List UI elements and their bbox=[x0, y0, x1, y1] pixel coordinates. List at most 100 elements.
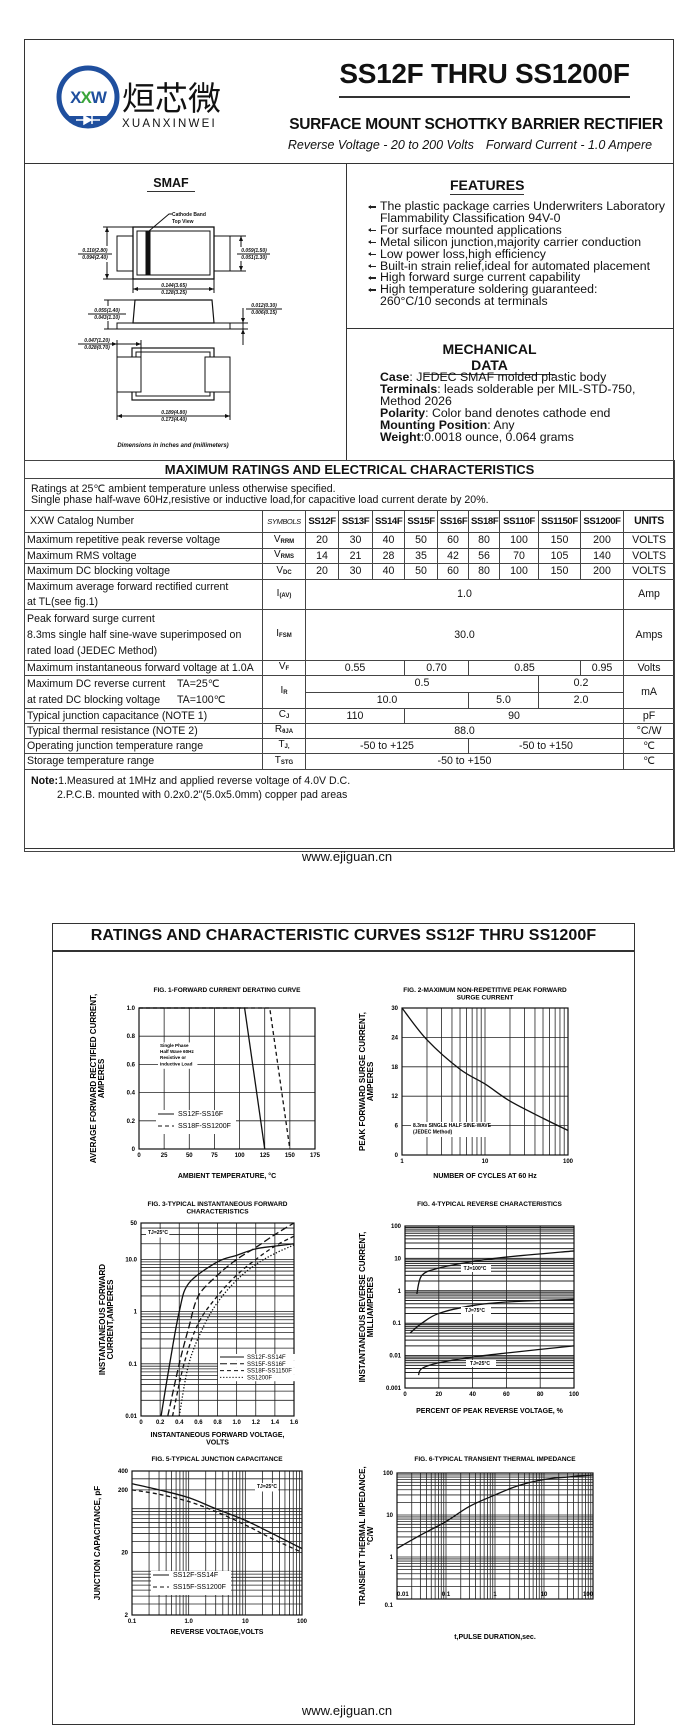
symbol-cell: IR bbox=[262, 675, 306, 709]
unit-cell: Volts bbox=[622, 660, 676, 676]
y-axis-label: CURRENT,AMPERES bbox=[106, 1279, 115, 1360]
y-axis-label: AMPERES bbox=[366, 1061, 375, 1101]
unit-cell: VOLTS bbox=[622, 548, 676, 564]
product-title: SS12F THRU SS1200F bbox=[339, 58, 630, 89]
datasheet-page-2 bbox=[52, 923, 635, 1725]
table-row: Typical thermal resistance (NOTE 2) RθJA… bbox=[24, 723, 676, 739]
y-tick-label: 100 bbox=[391, 1224, 402, 1230]
y-tick-label: 10.0 bbox=[125, 1257, 137, 1263]
legend-bg bbox=[218, 1360, 308, 1368]
value-cell: 56 bbox=[468, 548, 500, 564]
product-spec: Reverse Voltage - 20 to 200 Volts Forward… bbox=[280, 138, 660, 152]
feature-item: High temperature soldering guaranteed: 2… bbox=[366, 283, 671, 308]
mechanical-title: MECHANICAL DATA bbox=[424, 341, 555, 375]
value-cell: 1.0 bbox=[305, 579, 624, 610]
y-tick-label: 0 bbox=[395, 1153, 399, 1159]
dim-label: 0.055(1.40) bbox=[94, 308, 120, 314]
x-tick-label: 10 bbox=[482, 1159, 489, 1165]
x-tick-label: 0.6 bbox=[194, 1420, 203, 1426]
unit-cell: pF bbox=[622, 708, 676, 724]
footer-website[interactable]: www.ejiguan.cn bbox=[301, 1703, 393, 1718]
symbol-cell: VRMS bbox=[262, 548, 306, 564]
value-cell: 90 bbox=[404, 708, 624, 724]
x-tick-label: 100 bbox=[583, 1592, 594, 1598]
y-axis-label: INSTANTANEOUS REVERSE CURRENT, bbox=[358, 1232, 367, 1383]
table-row: Peak forward surge current 8.3ms single … bbox=[24, 609, 676, 661]
series-line bbox=[139, 1007, 291, 1150]
x-tick-label: 0.2 bbox=[156, 1420, 165, 1426]
y-axis-label: INSTANTANEOUS FORWARD bbox=[98, 1264, 107, 1375]
legend-label: SS18F-SS1200F bbox=[178, 1123, 231, 1130]
feature-item: Low power loss,high efficiency bbox=[366, 248, 671, 261]
value-cell: 28 bbox=[372, 548, 405, 564]
dim-label: 0.043(1.10) bbox=[94, 315, 120, 321]
value-cell: 10.0 bbox=[305, 691, 469, 709]
unit-cell: °C/W bbox=[622, 723, 676, 739]
param-cell: Maximum DC reverse current TA=25℃ at rate… bbox=[24, 675, 263, 709]
value-cell: 14 bbox=[305, 548, 339, 564]
value-cell: 30 bbox=[338, 563, 373, 580]
feature-item: The plastic package carries Underwriters… bbox=[366, 200, 671, 225]
legend-bg bbox=[218, 1374, 308, 1382]
value-cell: -50 to +150 bbox=[305, 753, 624, 770]
annotation-bg bbox=[411, 1122, 490, 1137]
footer-website[interactable]: www.ejiguan.cn bbox=[301, 849, 393, 864]
x-tick-label: 175 bbox=[310, 1153, 321, 1159]
x-tick-label: 0.1 bbox=[128, 1619, 137, 1625]
series-line bbox=[409, 1298, 575, 1334]
leader-line bbox=[148, 213, 172, 232]
series-line bbox=[131, 1489, 303, 1554]
param-cell: Peak forward surge current 8.3ms single … bbox=[24, 609, 263, 661]
x-axis-label: t,PULSE DURATION,sec. bbox=[454, 1634, 536, 1641]
annotation-bg bbox=[158, 1042, 198, 1069]
header-part: SS15F bbox=[404, 510, 438, 533]
y-tick-label: 0 bbox=[132, 1147, 136, 1153]
legend-bg bbox=[156, 1122, 236, 1134]
x-axis-label: PERCENT OF PEAK REVERSE VOLTAGE, % bbox=[416, 1408, 564, 1415]
spec-voltage: Reverse Voltage - 20 to 200 Volts bbox=[287, 138, 474, 152]
series-line bbox=[167, 1222, 295, 1417]
dim-label: 0.047(1.20) bbox=[84, 338, 110, 344]
value-cell: 150 bbox=[538, 563, 581, 580]
divider bbox=[346, 163, 347, 460]
x-tick-label: 80 bbox=[537, 1392, 544, 1398]
mech-label: Polarity bbox=[380, 406, 426, 420]
unit-cell: VOLTS bbox=[622, 563, 676, 580]
chart-annotation: TJ=25°C bbox=[257, 1484, 277, 1490]
dim-label: 0.189(4.80) bbox=[161, 410, 187, 416]
plot-frame bbox=[131, 1470, 303, 1616]
mech-item: Terminals: leads solderable per MIL-STD-… bbox=[380, 383, 672, 407]
value-cell: 2.0 bbox=[538, 691, 624, 709]
chart-title: SURGE CURRENT bbox=[457, 995, 514, 1002]
value-cell: 0.5 bbox=[305, 675, 539, 693]
value-cell: 0.70 bbox=[404, 660, 469, 676]
chart-title: FIG. 4-TYPICAL REVERSE CHARACTERISTICS bbox=[417, 1201, 562, 1208]
y-axis-label: MILLIAMPERES bbox=[366, 1276, 375, 1337]
dim-label: 0.094(2.40) bbox=[82, 255, 108, 261]
series-line bbox=[171, 1235, 295, 1417]
dim-label: 0.028(0.70) bbox=[84, 345, 110, 351]
legend-label: SS12F-SS14F bbox=[247, 1355, 286, 1361]
label-bg bbox=[461, 1307, 491, 1314]
x-tick-label: 1.0 bbox=[184, 1619, 193, 1625]
legend-bg bbox=[151, 1583, 231, 1595]
x-tick-label: 25 bbox=[161, 1153, 168, 1159]
y-tick-label: 0.1 bbox=[129, 1362, 138, 1368]
chart-annotation: Resistive or bbox=[160, 1055, 186, 1060]
y-axis-label: °C/W bbox=[366, 1526, 375, 1545]
legend-label: SS15F-SS16F bbox=[247, 1362, 286, 1368]
ratings-conditions: Ratings at 25℃ ambient temperature unles… bbox=[23, 478, 676, 511]
cathode-band-label: Cathode Band bbox=[172, 212, 206, 218]
chart-title: FIG. 6-TYPICAL TRANSIENT THERMAL IMPEDAN… bbox=[414, 1456, 576, 1463]
x-axis-label: AMBIENT TEMPERATURE, °C bbox=[178, 1172, 276, 1180]
curve-label: TJ=25°C bbox=[470, 1361, 490, 1367]
chart-fig-3: 0 0.2 0.4 0.6 0.8 1.0 1.2 1.4 1.6 0.01 0.1 1 10.0 50 F… bbox=[98, 1201, 308, 1447]
x-tick-label: 0.8 bbox=[213, 1420, 222, 1426]
chart-fig-1: 0 25 50 75 100 125 150 175 0 0.2 0.4 0.6 0.8 1.0 FIG. … bbox=[89, 987, 321, 1180]
chart-title: CHARACTERISTICS bbox=[186, 1209, 249, 1216]
value-cell: 40 bbox=[372, 532, 405, 549]
value-cell: 80 bbox=[468, 563, 500, 580]
symbol-cell: RθJA bbox=[262, 723, 306, 739]
table-row: Operating junction temperature range TJ,… bbox=[24, 738, 676, 754]
x-tick-label: 0.01 bbox=[397, 1592, 409, 1598]
